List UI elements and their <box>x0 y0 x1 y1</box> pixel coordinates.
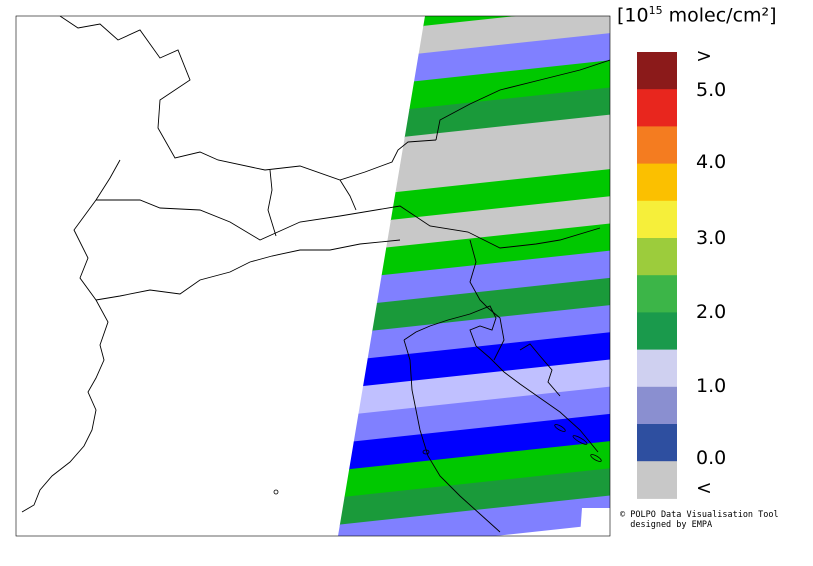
credit-line-1: © POLPO Data Visualisation Tool <box>620 510 779 520</box>
country-borders <box>21 16 610 513</box>
legend-swatch <box>637 163 677 202</box>
legend-colorbar <box>637 52 677 499</box>
unit-label: [1015 molec/cm²] <box>617 4 777 27</box>
legend-label: 5.0 <box>696 79 726 101</box>
swath-stripe <box>338 494 610 536</box>
swath-stripe <box>338 331 610 394</box>
legend-swatch <box>637 275 677 313</box>
credit-line-2: designed by EMPA <box>620 520 713 530</box>
legend-swatch <box>637 424 677 462</box>
swath-stripe <box>338 358 610 421</box>
legend-swatch <box>637 200 677 239</box>
legend-swatch <box>637 238 677 276</box>
legend-swatch <box>637 89 677 127</box>
legend-swatch <box>637 126 677 165</box>
legend-swatch <box>637 461 677 499</box>
swath-stripe <box>338 412 610 476</box>
legend-label: > <box>696 45 712 67</box>
legend-label: 0.0 <box>696 447 726 469</box>
legend-label: 4.0 <box>696 151 726 173</box>
swath-stripe <box>338 249 610 313</box>
satellite-swath <box>338 16 610 536</box>
map-frame <box>15 15 611 537</box>
swath-stripe <box>338 385 610 449</box>
islands <box>273 424 602 495</box>
swath-stripe <box>338 467 610 530</box>
legend-labels: >5.0 4.0 3.0 2.0 1.0 0.0 < <box>696 45 726 499</box>
swath-stripe <box>338 276 610 340</box>
legend-label: < <box>696 477 712 499</box>
legend-swatch <box>637 386 677 425</box>
legend-swatch <box>637 52 677 90</box>
swath-stripe <box>338 440 610 503</box>
legend-swatch <box>637 312 677 351</box>
legend-label: 2.0 <box>696 301 726 323</box>
legend-label: 1.0 <box>696 375 726 397</box>
legend-label: 3.0 <box>696 227 726 249</box>
credit-text: © POLPO Data Visualisation Tool designed… <box>620 510 779 530</box>
swath-stripe <box>338 304 610 367</box>
coastline <box>403 305 599 533</box>
legend-swatch <box>637 349 677 388</box>
